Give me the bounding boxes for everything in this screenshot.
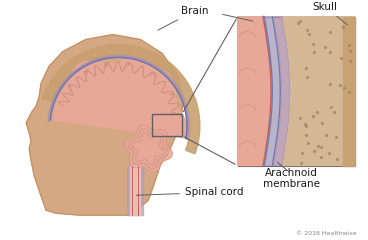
Point [304,28,310,32]
Point [346,90,352,94]
Polygon shape [128,128,168,169]
Point [337,83,343,87]
Text: Brain: Brain [158,6,209,30]
Point [302,122,308,126]
Polygon shape [238,17,270,166]
Point [311,50,317,54]
Text: Spinal cord: Spinal cord [136,187,244,197]
Point [322,45,328,49]
Polygon shape [130,166,140,215]
Point [319,121,325,125]
Polygon shape [132,132,164,165]
Point [315,144,321,148]
Text: © 2018 Healthwise: © 2018 Healthwise [296,231,357,236]
Bar [152,114,182,136]
Point [304,133,309,137]
Polygon shape [273,17,290,166]
Point [318,145,324,149]
Polygon shape [124,125,172,173]
Point [298,161,304,165]
Point [328,50,333,54]
Point [326,151,332,155]
Point [300,151,305,155]
Point [314,110,320,114]
Point [338,56,344,60]
Point [340,25,346,29]
Polygon shape [283,17,355,166]
Point [306,32,312,36]
Point [304,75,310,79]
Point [295,21,301,25]
Polygon shape [343,17,355,166]
Text: Arachnoid
membrane: Arachnoid membrane [263,168,320,189]
Polygon shape [264,17,280,166]
Point [310,42,316,45]
Point [297,116,303,120]
Polygon shape [42,44,200,154]
Point [305,141,311,145]
Point [342,86,347,90]
Point [327,30,333,34]
Point [332,110,337,114]
Point [333,135,339,139]
Polygon shape [26,35,183,215]
Text: Skull: Skull [312,2,347,25]
Point [303,124,309,128]
Point [323,133,329,137]
Point [347,59,353,63]
Point [310,114,316,118]
Point [347,49,353,53]
Point [328,105,333,109]
Polygon shape [54,60,189,138]
Polygon shape [127,166,143,215]
Point [297,19,302,23]
Point [311,149,317,153]
Point [318,155,323,159]
Polygon shape [238,17,355,166]
Point [327,83,333,86]
Point [303,66,309,70]
Point [346,43,352,47]
Point [334,157,340,161]
